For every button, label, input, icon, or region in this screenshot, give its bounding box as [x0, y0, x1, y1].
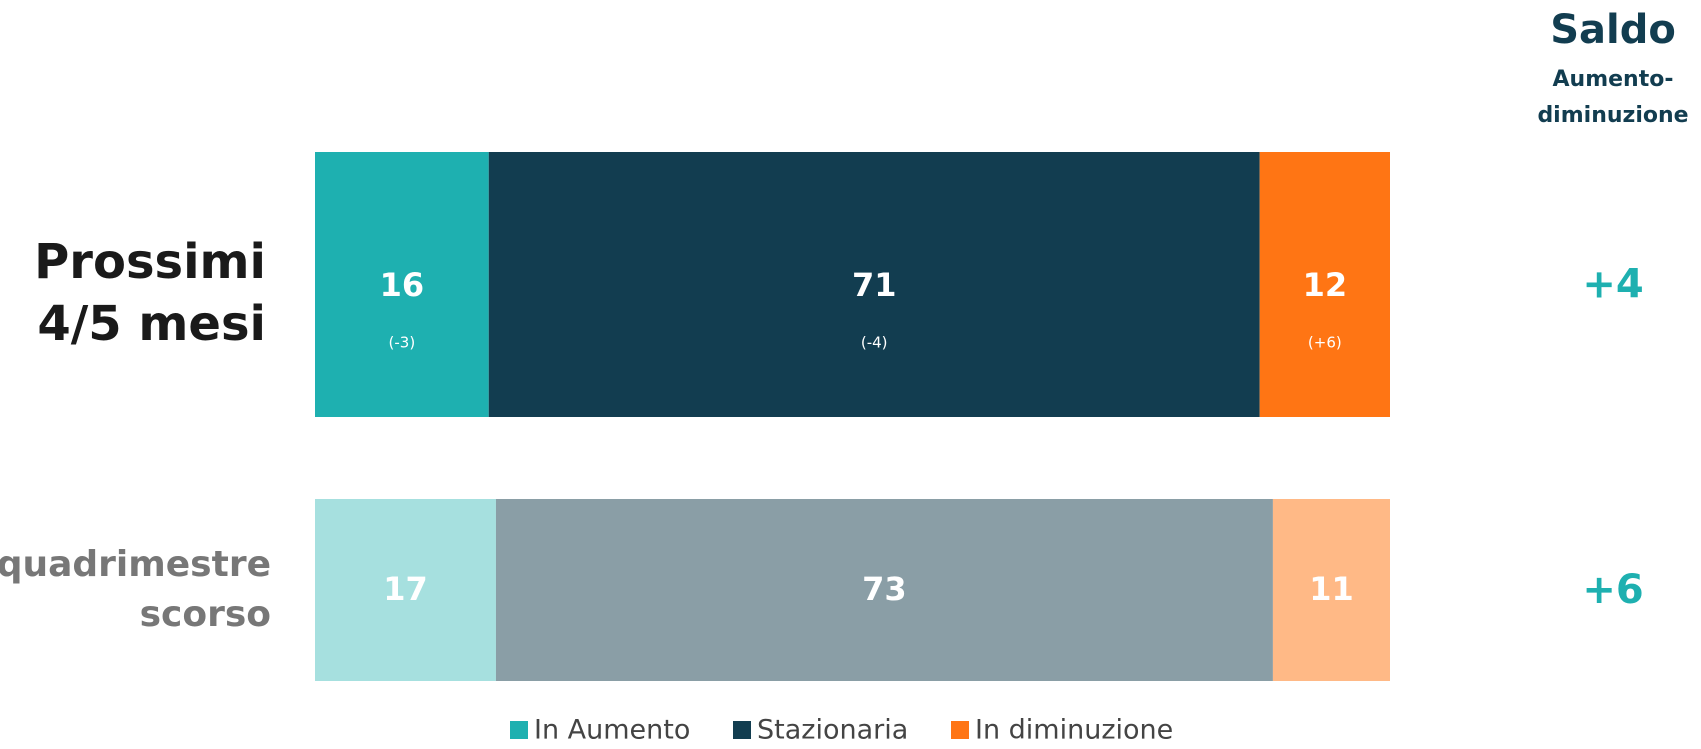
value-label: 73 — [862, 570, 907, 608]
saldo-value: +4 — [1582, 262, 1643, 308]
legend-label: In Aumento — [534, 715, 690, 746]
saldo-value: +6 — [1582, 567, 1643, 613]
value-label: 11 — [1309, 570, 1354, 608]
legend-label: Stazionaria — [757, 715, 908, 746]
bar-segment — [488, 152, 1260, 417]
legend-swatch — [951, 721, 969, 739]
change-label: (-4) — [861, 334, 888, 352]
value-label: 16 — [380, 266, 425, 304]
legend-swatch — [733, 721, 751, 739]
value-label: 17 — [383, 570, 428, 608]
bar-segment — [495, 499, 1273, 681]
category-label: quadrimestre — [0, 544, 271, 585]
category-label: 4/5 mesi — [37, 296, 266, 352]
category-label: Prossimi — [34, 234, 266, 290]
saldo-subtitle: diminuzione — [1537, 103, 1688, 128]
legend-label: In diminuzione — [975, 715, 1173, 746]
category-label: scorso — [140, 594, 271, 635]
change-label: (+6) — [1308, 334, 1342, 352]
bar-segment — [1272, 499, 1390, 681]
saldo-title: Saldo — [1550, 7, 1676, 53]
change-label: (-3) — [389, 334, 416, 352]
bar-segment — [315, 499, 496, 681]
value-label: 12 — [1303, 266, 1348, 304]
bar-segment — [315, 152, 489, 417]
bar-segment — [1259, 152, 1390, 417]
value-label: 71 — [852, 266, 897, 304]
saldo-subtitle: Aumento- — [1553, 67, 1674, 92]
legend-swatch — [510, 721, 528, 739]
